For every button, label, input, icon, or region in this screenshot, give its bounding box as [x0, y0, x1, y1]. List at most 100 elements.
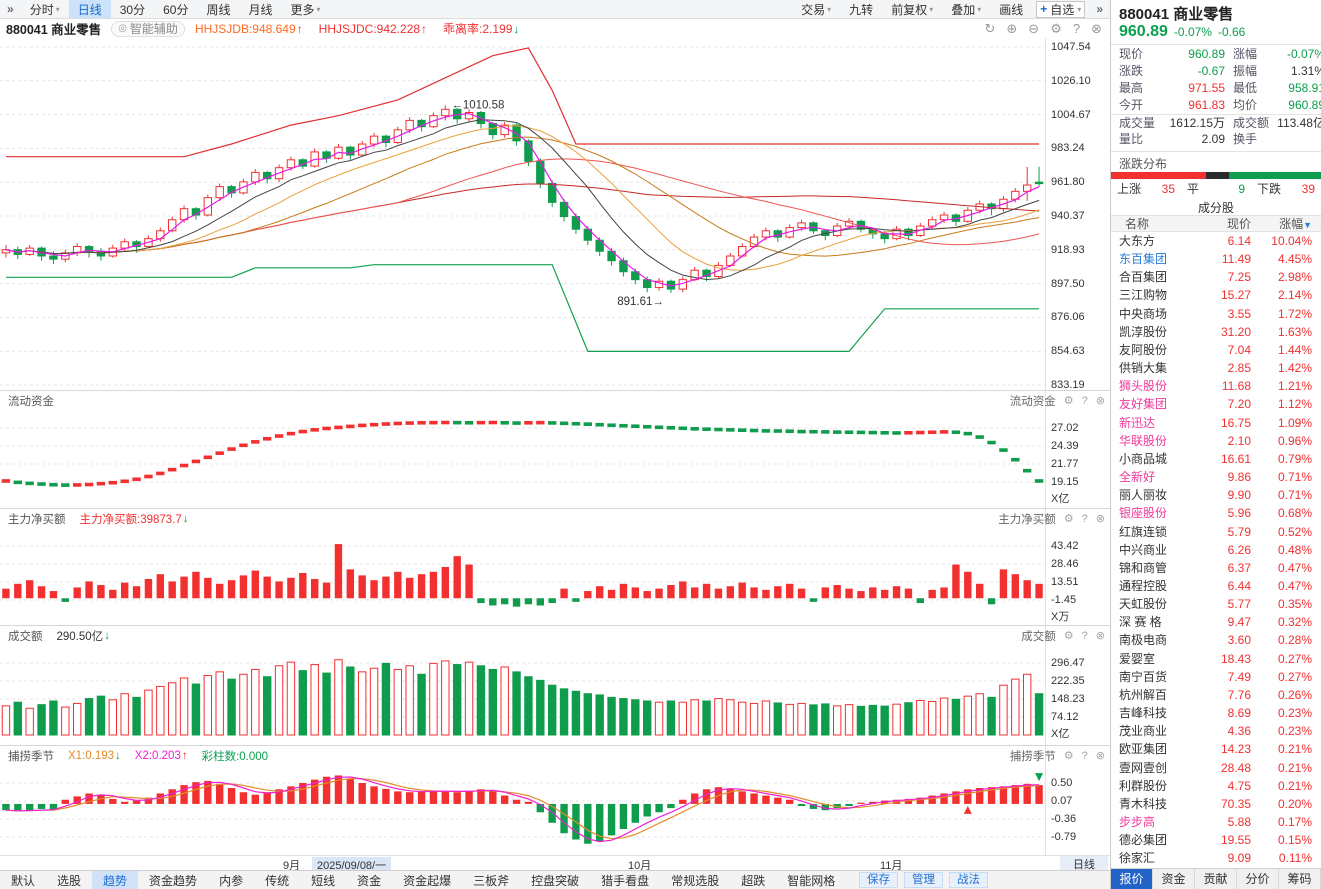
collapse-left-icon[interactable]: » — [7, 2, 14, 16]
stock-row[interactable]: 通程控股 6.44 0.47% — [1111, 577, 1321, 595]
stock-row[interactable]: 大东方 6.14 10.04% — [1111, 232, 1321, 250]
stock-row[interactable]: 德必集团 19.55 0.15% — [1111, 831, 1321, 849]
stock-row[interactable]: 茂业商业 4.36 0.23% — [1111, 722, 1321, 740]
close-icon[interactable]: ⊗ — [1091, 21, 1102, 36]
stock-row[interactable]: 小商品城 16.61 0.79% — [1111, 450, 1321, 468]
strategy-tab-13[interactable]: 超跌 — [741, 873, 766, 888]
stock-row[interactable]: 步步高 5.88 0.17% — [1111, 813, 1321, 831]
settings-icon[interactable]: ⚙ — [1063, 749, 1074, 762]
period-tab-1[interactable]: 日线 — [68, 0, 111, 18]
strategy-tab-7[interactable]: 资金 — [357, 873, 382, 888]
action-button-1[interactable]: 管理 — [904, 872, 943, 888]
period-tab-6[interactable]: 更多 ▾ — [281, 0, 329, 18]
chart-canvas[interactable]: ←1010.58 891.61→ — [0, 38, 1045, 855]
stock-row[interactable]: 吉峰科技 8.69 0.23% — [1111, 704, 1321, 722]
stock-row[interactable]: 三江购物 15.27 2.14% — [1111, 286, 1321, 304]
strategy-tab-10[interactable]: 控盘突破 — [531, 873, 580, 888]
close-icon[interactable]: ⊗ — [1095, 394, 1105, 407]
stock-row[interactable]: 银座股份 5.96 0.68% — [1111, 504, 1321, 522]
stock-row[interactable]: 南宁百货 7.49 0.27% — [1111, 668, 1321, 686]
close-icon[interactable]: ⊗ — [1095, 512, 1105, 525]
stock-row[interactable]: 南极电商 3.60 0.28% — [1111, 631, 1321, 649]
strategy-tab-3[interactable]: 资金趋势 — [149, 873, 198, 888]
help-icon[interactable]: ? — [1081, 512, 1088, 525]
period-tab-2[interactable]: 30分 — [111, 0, 154, 18]
settings-icon[interactable]: ⚙ — [1063, 629, 1074, 642]
stock-row[interactable]: 徐家汇 9.09 0.11% — [1111, 849, 1321, 867]
expand-right-icon[interactable]: » — [1096, 2, 1103, 16]
stock-row[interactable]: 合百集团 7.25 2.98% — [1111, 268, 1321, 286]
close-icon[interactable]: ⊗ — [1095, 749, 1105, 762]
settings-icon[interactable]: ⚙ — [1063, 512, 1074, 525]
tool-tab-1[interactable]: 九转 — [840, 0, 882, 18]
stock-row[interactable]: 中央商场 3.55 1.72% — [1111, 305, 1321, 323]
strategy-tab-5[interactable]: 传统 — [265, 873, 290, 888]
quote-tab-4[interactable]: 筹码 — [1279, 869, 1321, 889]
tool-tab-0[interactable]: 交易 ▾ — [792, 0, 840, 18]
period-tab-5[interactable]: 月线 — [239, 0, 281, 18]
stock-row[interactable]: 凯淳股份 31.20 1.63% — [1111, 323, 1321, 341]
strategy-tab-8[interactable]: 资金起爆 — [403, 873, 452, 888]
help-icon[interactable]: ? — [1081, 749, 1088, 762]
refresh-icon[interactable]: ↻ — [984, 21, 996, 36]
strategy-tab-0[interactable]: 默认 — [11, 873, 36, 888]
stock-name: 步步高 — [1119, 815, 1156, 829]
tool-tab-5[interactable]: + 自选 ▾ — [1036, 0, 1086, 18]
stock-row[interactable]: 狮头股份 11.68 1.21% — [1111, 377, 1321, 395]
action-button-0[interactable]: 保存 — [859, 872, 898, 888]
stock-row[interactable]: 中兴商业 6.26 0.48% — [1111, 541, 1321, 559]
quote-tab-2[interactable]: 贡献 — [1195, 869, 1237, 889]
selected-date-label[interactable]: 2025/09/08/一 — [312, 857, 392, 873]
stock-row[interactable]: 青木科技 70.35 0.20% — [1111, 795, 1321, 813]
help-icon[interactable]: ? — [1072, 21, 1081, 36]
strategy-tab-9[interactable]: 三板斧 — [473, 873, 510, 888]
tool-tab-2[interactable]: 前复权 ▾ — [882, 0, 942, 18]
tool-tab-4[interactable]: 画线 — [990, 0, 1032, 18]
strategy-tab-12[interactable]: 常规选股 — [671, 873, 720, 888]
zoom-out-icon[interactable]: ⊖ — [1028, 21, 1040, 36]
strategy-tab-11[interactable]: 猎手看盘 — [601, 873, 650, 888]
stock-row[interactable]: 华联股份 2.10 0.96% — [1111, 432, 1321, 450]
stock-row[interactable]: 天虹股份 5.77 0.35% — [1111, 595, 1321, 613]
panel-indicator-value: 彩柱数:0.000 — [202, 748, 268, 764]
stock-row[interactable]: 友好集团 7.20 1.12% — [1111, 395, 1321, 413]
stock-row[interactable]: 锦和商管 6.37 0.47% — [1111, 559, 1321, 577]
stock-row[interactable]: 杭州解百 7.76 0.26% — [1111, 686, 1321, 704]
stock-row[interactable]: 供销大集 2.85 1.42% — [1111, 359, 1321, 377]
strategy-tab-1[interactable]: 选股 — [57, 873, 82, 888]
smart-assist-chip[interactable]: ◎ 智能辅助 — [111, 20, 185, 37]
settings-icon[interactable]: ⚙ — [1050, 21, 1062, 36]
strategy-tab-4[interactable]: 内参 — [219, 873, 244, 888]
price-tick: 854.63 — [1051, 345, 1085, 358]
stock-row[interactable]: 东百集团 11.49 4.45% — [1111, 250, 1321, 268]
stock-row[interactable]: 爱婴室 18.43 0.27% — [1111, 650, 1321, 668]
stock-row[interactable]: 深 赛 格 9.47 0.32% — [1111, 613, 1321, 631]
stock-row[interactable]: 利群股份 4.75 0.21% — [1111, 777, 1321, 795]
close-icon[interactable]: ⊗ — [1095, 629, 1105, 642]
action-button-2[interactable]: 战法 — [949, 872, 988, 888]
strategy-tab-14[interactable]: 智能网格 — [787, 873, 836, 888]
help-icon[interactable]: ? — [1081, 394, 1088, 407]
stock-row[interactable]: 友阿股份 7.04 1.44% — [1111, 341, 1321, 359]
period-label[interactable]: 日线 — [1060, 856, 1108, 871]
stock-row[interactable]: 全新好 9.86 0.71% — [1111, 468, 1321, 486]
strategy-tab-2[interactable]: 趋势 — [92, 871, 139, 889]
stock-row[interactable]: 欧亚集团 14.23 0.21% — [1111, 740, 1321, 758]
stock-row[interactable]: 丽人丽妆 9.90 0.71% — [1111, 486, 1321, 504]
settings-icon[interactable]: ⚙ — [1063, 394, 1074, 407]
stock-row[interactable]: 红旗连锁 5.79 0.52% — [1111, 523, 1321, 541]
column-change[interactable]: 涨幅▼ — [1279, 217, 1312, 231]
period-tab-0[interactable]: 分时 ▾ — [21, 0, 69, 18]
period-tab-4[interactable]: 周线 — [197, 0, 239, 18]
strategy-tab-6[interactable]: 短线 — [311, 873, 336, 888]
stock-row[interactable]: 新迅达 16.75 1.09% — [1111, 414, 1321, 432]
quote-tab-0[interactable]: 报价 — [1111, 869, 1153, 889]
help-icon[interactable]: ? — [1081, 629, 1088, 642]
zoom-in-icon[interactable]: ⊕ — [1006, 21, 1018, 36]
tool-tab-3[interactable]: 叠加 ▾ — [942, 0, 990, 18]
quote-tab-3[interactable]: 分价 — [1237, 869, 1279, 889]
period-tab-3[interactable]: 60分 — [154, 0, 197, 18]
quote-panel-tabs: 报价 资金 贡献 分价 筹码 — [1111, 868, 1321, 889]
quote-tab-1[interactable]: 资金 — [1153, 869, 1195, 889]
stock-row[interactable]: 壹网壹创 28.48 0.21% — [1111, 759, 1321, 777]
